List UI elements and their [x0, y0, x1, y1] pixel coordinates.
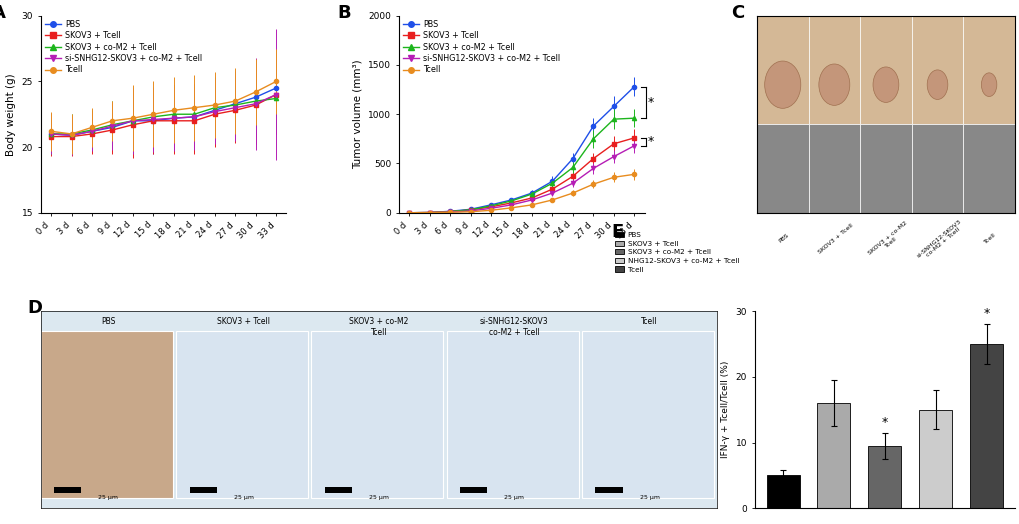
Ellipse shape — [980, 73, 996, 96]
Bar — [325, 487, 352, 493]
Text: 25 μm: 25 μm — [639, 495, 659, 500]
Bar — [911, 124, 962, 213]
Legend: PBS, SKOV3 + Tcell, SKOV3 + co-M2 + Tcell, si-SNHG12-SKOV3 + co-M2 + Tcell, Tcel: PBS, SKOV3 + Tcell, SKOV3 + co-M2 + Tcel… — [45, 20, 202, 74]
Bar — [918, 410, 952, 508]
Bar — [54, 487, 82, 493]
Bar — [816, 403, 850, 508]
Text: PBS: PBS — [777, 233, 790, 244]
Bar — [962, 16, 1014, 124]
Bar — [808, 124, 859, 213]
Bar — [808, 16, 859, 124]
Y-axis label: Body weight (g): Body weight (g) — [6, 73, 16, 156]
Bar — [962, 124, 1014, 213]
Ellipse shape — [872, 67, 898, 102]
Text: 25 μm: 25 μm — [369, 495, 388, 500]
Text: SKOV3 + co-M2
Tcell: SKOV3 + co-M2 Tcell — [348, 317, 409, 336]
Bar — [595, 487, 622, 493]
Ellipse shape — [926, 70, 947, 100]
Text: PBS: PBS — [101, 317, 115, 326]
Text: Tcell: Tcell — [983, 232, 997, 245]
Bar — [41, 331, 172, 498]
Bar — [867, 446, 901, 508]
Bar — [756, 16, 808, 124]
Text: si-SNHG12-SKOV3
co-M2 + Tcell: si-SNHG12-SKOV3 co-M2 + Tcell — [915, 219, 965, 263]
Bar — [766, 475, 799, 508]
Legend: PBS, SKOV3 + Tcell, SKOV3 + co-M2 + Tcell, NHG12-SKOV3 + co-M2 + Tcell, Tcell: PBS, SKOV3 + Tcell, SKOV3 + co-M2 + Tcel… — [614, 232, 739, 272]
Text: 25 μm: 25 μm — [99, 495, 118, 500]
Text: Tcell: Tcell — [641, 317, 657, 326]
Ellipse shape — [764, 61, 800, 108]
Bar — [460, 487, 487, 493]
Text: *: * — [647, 96, 653, 109]
Bar — [911, 16, 962, 124]
Bar — [859, 16, 911, 124]
Text: SKOV3 + co-M2
Tcell: SKOV3 + co-M2 Tcell — [866, 221, 911, 260]
Bar — [859, 124, 911, 213]
Text: A: A — [0, 4, 5, 22]
Text: si-SNHG12-SKOV3
co-M2 + Tcell: si-SNHG12-SKOV3 co-M2 + Tcell — [480, 317, 548, 336]
Text: B: B — [337, 4, 351, 22]
Text: *: * — [982, 308, 988, 321]
Y-axis label: IFN-γ + Tcell/Tcell (%): IFN-γ + Tcell/Tcell (%) — [720, 361, 730, 458]
Text: SKOV3 + Tcell: SKOV3 + Tcell — [217, 317, 270, 326]
Y-axis label: Tumor volume (mm³): Tumor volume (mm³) — [353, 59, 363, 169]
Text: C: C — [731, 4, 744, 22]
Bar — [582, 331, 713, 498]
Text: D: D — [28, 299, 42, 318]
Text: 25 μm: 25 μm — [233, 495, 254, 500]
Text: E: E — [611, 223, 624, 241]
Text: *: * — [647, 135, 653, 148]
Text: *: * — [880, 416, 888, 429]
Legend: PBS, SKOV3 + Tcell, SKOV3 + co-M2 + Tcell, si-SNHG12-SKOV3 + co-M2 + Tcell, Tcel: PBS, SKOV3 + Tcell, SKOV3 + co-M2 + Tcel… — [403, 20, 559, 74]
Text: SKOV3 + Tcell: SKOV3 + Tcell — [817, 222, 854, 254]
Bar — [190, 487, 216, 493]
Bar — [311, 331, 443, 498]
Bar — [446, 331, 578, 498]
Bar — [756, 124, 808, 213]
Text: 25 μm: 25 μm — [503, 495, 524, 500]
Ellipse shape — [818, 64, 849, 105]
Bar — [969, 344, 1002, 508]
Bar — [176, 331, 308, 498]
